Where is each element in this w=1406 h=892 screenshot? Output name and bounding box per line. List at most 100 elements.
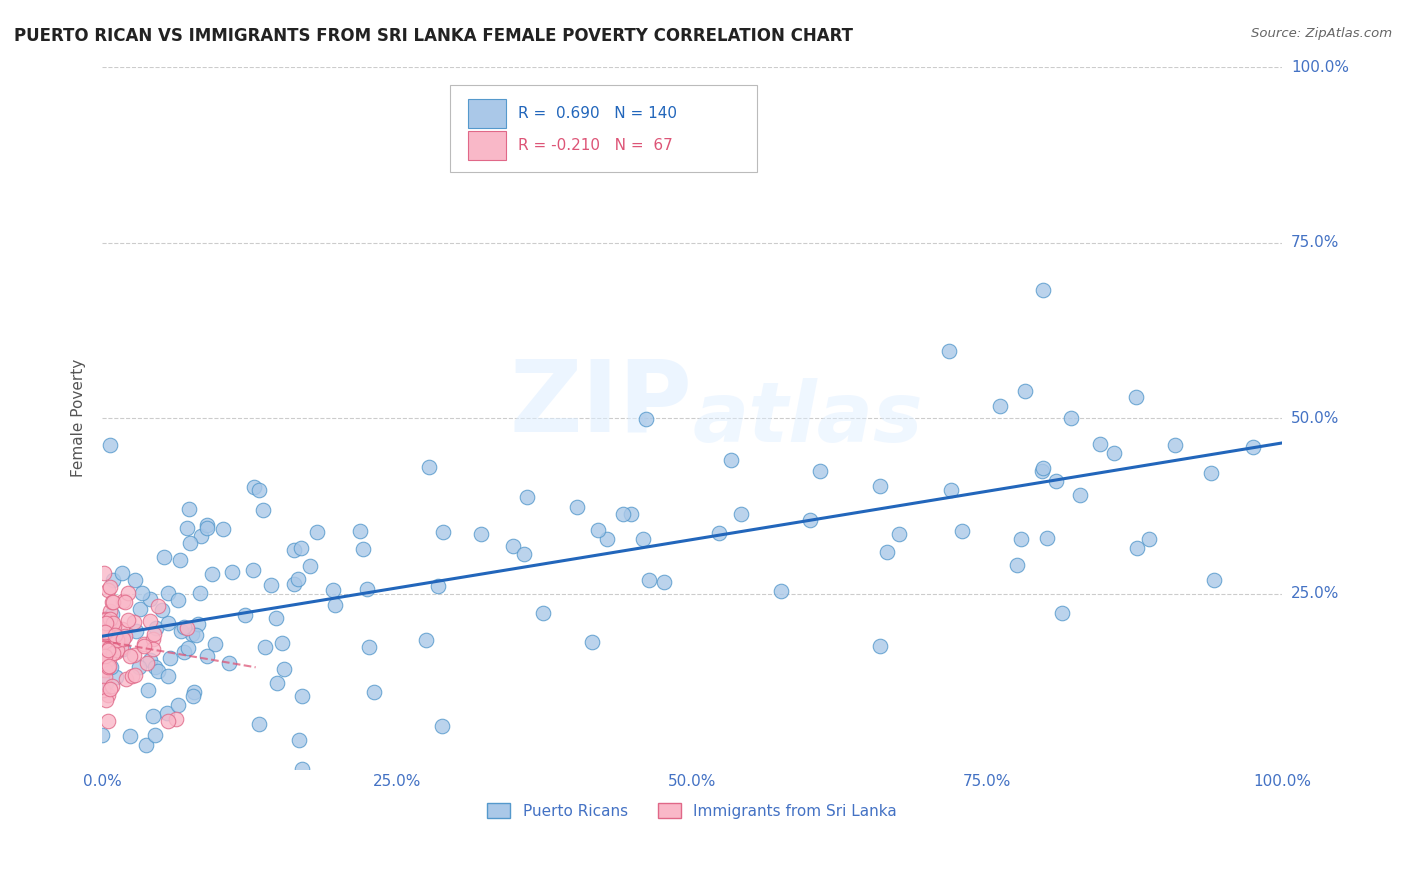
Point [103,615,125,630]
Point [197,521,219,535]
Point [101,595,124,609]
Point [103,629,125,643]
Point [157,714,180,729]
Point [142,641,165,656]
Point [139,653,162,667]
Point [97,689,120,703]
Point [107,643,129,657]
Point [887,526,910,541]
Text: Source: ZipAtlas.com: Source: ZipAtlas.com [1251,27,1392,40]
Point [939,483,962,497]
Point [146,664,169,678]
Point [190,529,212,543]
Point [136,683,159,698]
Point [247,717,270,731]
Point [195,648,218,663]
Point [869,639,891,653]
Point [1032,284,1054,298]
Point [142,708,165,723]
Point [470,527,492,541]
Point [291,762,314,776]
Point [125,624,148,638]
Point [101,679,124,693]
Point [221,566,243,580]
Point [107,632,129,647]
Point [128,659,150,673]
Point [938,343,960,358]
Point [107,632,129,646]
Point [415,632,437,647]
Point [988,399,1011,413]
Point [1060,411,1083,425]
Point [581,635,603,649]
Point [121,668,143,682]
Point [94,625,117,640]
Point [111,629,134,643]
Point [110,640,132,655]
Point [142,627,165,641]
Point [1202,573,1225,587]
Point [352,542,374,557]
FancyBboxPatch shape [468,131,506,161]
Point [101,594,124,608]
Point [98,681,121,696]
Point [950,524,973,539]
Point [103,623,125,637]
Point [418,459,440,474]
Point [1014,384,1036,398]
Point [94,664,117,678]
Point [98,652,121,666]
Point [91,648,114,662]
Point [96,624,118,639]
Text: 75.0%: 75.0% [1291,235,1339,250]
Point [298,558,321,573]
Point [799,513,821,527]
Point [93,648,115,663]
Point [97,714,120,729]
Point [135,738,157,752]
Point [169,553,191,567]
Point [1031,464,1053,478]
Point [91,728,114,742]
Text: atlas: atlas [692,377,922,458]
Point [98,659,121,673]
Point [1069,488,1091,502]
Point [179,502,201,516]
Point [143,728,166,742]
Point [114,673,136,687]
Point [283,577,305,591]
Point [105,633,128,648]
Point [349,524,371,538]
Point [159,650,181,665]
Point [356,582,378,596]
Point [363,685,385,699]
Point [145,621,167,635]
Point [170,624,193,639]
Point [201,567,224,582]
Point [180,627,202,641]
Point [103,619,125,633]
Point [166,593,188,607]
Text: R =  0.690   N = 140: R = 0.690 N = 140 [517,106,676,121]
Point [156,669,179,683]
Point [359,640,381,655]
Point [247,483,270,497]
Point [188,586,211,600]
Point [288,733,311,747]
Point [233,607,256,622]
Point [183,685,205,699]
Point [132,639,155,653]
Point [1010,532,1032,546]
Point [114,629,136,643]
Point [204,636,226,650]
Point [218,656,240,670]
Point [179,535,201,549]
Point [91,624,114,639]
Point [305,525,328,540]
Point [156,706,179,720]
Point [176,521,198,535]
Point [283,542,305,557]
Text: 25.0%: 25.0% [1291,586,1339,601]
Point [111,622,134,636]
Point [100,659,122,673]
